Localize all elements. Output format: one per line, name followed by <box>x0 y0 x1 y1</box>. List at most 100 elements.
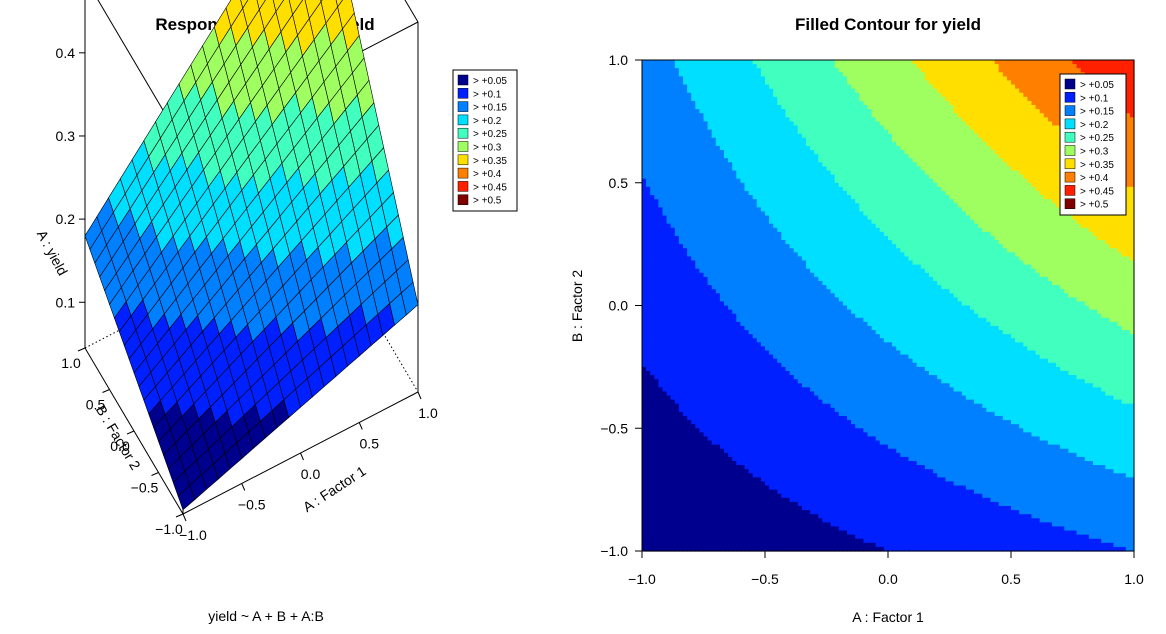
contour-cell <box>683 215 688 221</box>
contour-cell <box>695 264 700 270</box>
contour-cell <box>691 465 696 470</box>
contour-cell <box>674 186 680 192</box>
contour-cell <box>793 133 799 139</box>
contour-cell <box>785 530 791 536</box>
contour-cell <box>687 113 692 118</box>
contour-cell <box>756 113 762 118</box>
contour-cell <box>719 530 725 536</box>
contour-cell <box>662 481 668 487</box>
contour-cell <box>703 145 709 151</box>
contour-cell <box>760 84 766 90</box>
contour-cell <box>650 395 655 401</box>
contour-cell <box>732 223 737 229</box>
contour-cell <box>674 420 680 425</box>
contour-cell <box>752 358 758 364</box>
contour-cell <box>662 383 668 388</box>
contour-cell <box>719 403 725 409</box>
contour-cell <box>646 141 651 147</box>
contour-cell <box>789 117 795 122</box>
contour-cell <box>793 334 799 339</box>
contour-cell <box>748 485 754 491</box>
contour-cell <box>707 268 713 274</box>
contour-cell <box>670 141 676 147</box>
contour-cell <box>687 415 692 421</box>
contour-cell <box>654 121 659 127</box>
contour-cell <box>654 469 659 474</box>
contour-cell <box>773 383 778 388</box>
contour-cell <box>773 477 778 483</box>
contour-cell <box>707 84 713 90</box>
contour-cell <box>691 150 696 155</box>
contour-cell <box>728 460 733 466</box>
contour-cell <box>699 235 705 241</box>
contour-cell <box>658 190 664 196</box>
contour-cell <box>719 534 725 540</box>
contour-cell <box>752 256 758 262</box>
contour-cell <box>744 125 750 131</box>
contour-cell <box>662 68 668 73</box>
contour-cell <box>756 399 762 405</box>
contour-cell <box>760 150 766 155</box>
contour-cell <box>674 358 680 364</box>
contour-cell <box>711 125 717 131</box>
contour-cell <box>789 350 795 356</box>
contour-cell <box>756 387 762 393</box>
contour-cell <box>748 190 754 196</box>
contour-cell <box>728 68 733 73</box>
contour-cell <box>711 133 717 139</box>
contour-cell <box>748 100 754 106</box>
contour-cell <box>695 473 700 478</box>
contour-cell <box>695 379 700 384</box>
contour-cell <box>707 510 713 515</box>
contour-cell <box>666 248 672 253</box>
contour-cell <box>662 195 668 200</box>
contour-cell <box>699 248 705 253</box>
contour-cell <box>699 510 705 515</box>
contour-cell <box>695 219 700 225</box>
contour-cell <box>674 542 680 548</box>
contour-cell <box>740 350 746 356</box>
contour-cell <box>683 542 688 548</box>
contour-cell <box>683 72 688 77</box>
contour-cell <box>769 420 774 425</box>
contour-cell <box>777 354 782 360</box>
contour-cell <box>789 293 795 298</box>
contour-cell <box>658 391 664 397</box>
contour-cell <box>760 411 766 417</box>
contour-cell <box>666 166 672 172</box>
contour-cell <box>687 207 692 212</box>
contour-cell <box>658 383 664 388</box>
contour-cell <box>674 518 680 523</box>
contour-cell <box>699 72 705 77</box>
contour-cell <box>728 477 733 483</box>
contour-cell <box>785 379 791 384</box>
contour-cell <box>732 190 737 196</box>
contour-cell <box>650 501 655 507</box>
contour-cell <box>789 375 795 380</box>
contour-cell <box>654 280 659 286</box>
contour-cell <box>670 150 676 155</box>
contour-cell <box>744 428 750 433</box>
contour-cell <box>781 293 787 298</box>
contour-cell <box>760 407 766 413</box>
contour-cell <box>699 252 705 257</box>
contour-cell <box>724 473 729 478</box>
contour-cell <box>773 518 778 523</box>
contour-cell <box>699 493 705 499</box>
contour-cell <box>728 199 733 204</box>
contour-cell <box>646 354 651 360</box>
contour-cell <box>654 211 659 217</box>
contour-cell <box>687 456 692 462</box>
contour-cell <box>748 96 754 102</box>
contour-cell <box>756 448 762 454</box>
contour-cell <box>715 522 721 528</box>
contour-cell <box>769 505 774 511</box>
contour-cell <box>715 280 721 286</box>
contour-cell <box>658 72 664 77</box>
contour-cell <box>785 117 791 122</box>
contour-cell <box>789 456 795 462</box>
contour-cell <box>756 272 762 278</box>
contour-cell <box>773 317 778 323</box>
contour-cell <box>691 280 696 286</box>
contour-cell <box>752 415 758 421</box>
